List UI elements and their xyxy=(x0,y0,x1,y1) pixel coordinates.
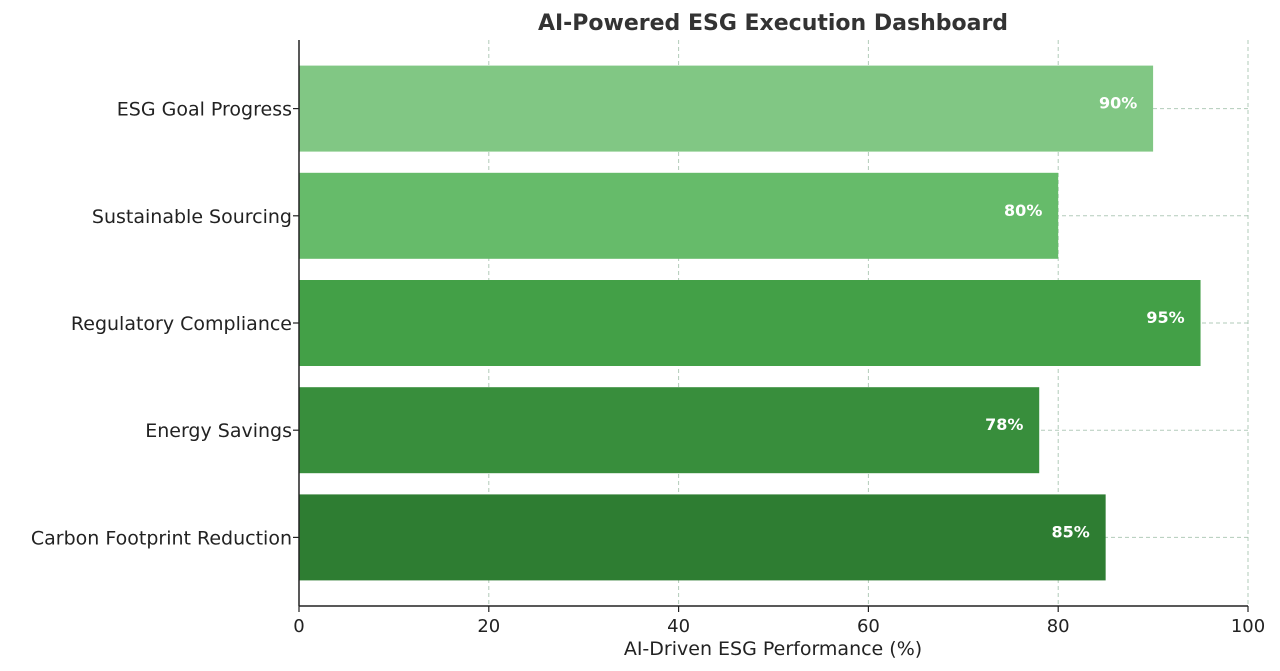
data-label: 90% xyxy=(1099,94,1137,113)
bar xyxy=(299,65,1154,152)
axis-layer: 0 20 40 60 80 100 xyxy=(293,40,1265,637)
data-label: 85% xyxy=(1052,522,1090,541)
x-tick-label: 40 xyxy=(667,616,690,637)
x-tick-label: 60 xyxy=(857,616,880,637)
category-label: Carbon Footprint Reduction xyxy=(31,527,292,549)
x-axis-label: AI-Driven ESG Performance (%) xyxy=(624,638,922,660)
bar xyxy=(299,387,1040,474)
data-label: 78% xyxy=(985,415,1023,434)
data-label: 80% xyxy=(1004,201,1042,220)
category-label: Regulatory Compliance xyxy=(71,313,292,335)
bar-layer xyxy=(299,65,1201,581)
x-tick-label: 20 xyxy=(477,616,500,637)
category-label: Energy Savings xyxy=(145,420,292,442)
category-label: ESG Goal Progress xyxy=(117,99,292,121)
x-tick-label: 100 xyxy=(1231,616,1265,637)
x-tick-label: 80 xyxy=(1047,616,1070,637)
bar xyxy=(299,172,1059,259)
bar xyxy=(299,280,1201,366)
data-label: 95% xyxy=(1146,308,1184,327)
x-tick-label: 0 xyxy=(293,616,304,637)
label-layer: ESG Goal Progress 90% Sustainable Sourcing… xyxy=(31,94,1185,550)
bar xyxy=(299,494,1106,581)
category-label: Sustainable Sourcing xyxy=(92,206,292,228)
chart-title: AI-Powered ESG Execution Dashboard xyxy=(538,11,1008,36)
